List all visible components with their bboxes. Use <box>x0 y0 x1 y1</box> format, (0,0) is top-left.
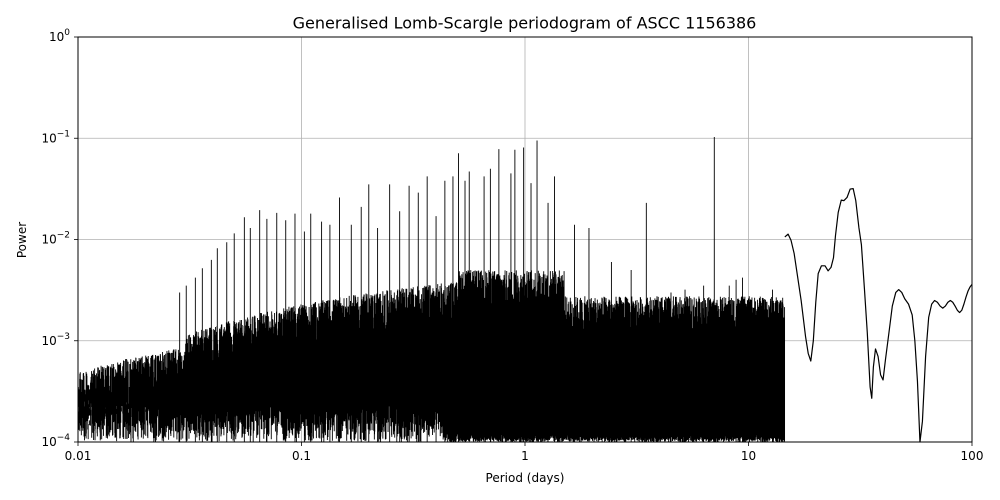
x-tick-label: 10 <box>741 449 756 463</box>
y-tick-label: 10−3 <box>41 332 70 348</box>
chart-title: Generalised Lomb-Scargle periodogram of … <box>293 14 757 33</box>
y-tick-label: 100 <box>49 28 70 44</box>
x-tick-label: 100 <box>961 449 984 463</box>
y-tick-label: 10−2 <box>41 231 70 247</box>
y-axis: 10−4 10−3 10−2 10−1 100 <box>41 28 78 449</box>
x-tick-label: 0.1 <box>292 449 311 463</box>
x-tick-label: 1 <box>521 449 529 463</box>
y-tick-label: 10−1 <box>41 129 70 145</box>
series-line <box>784 188 973 443</box>
y-tick-label: 10−4 <box>41 433 70 449</box>
x-tick-label: 0.01 <box>65 449 92 463</box>
x-axis: 0.01 0.1 1 10 100 <box>65 442 984 463</box>
x-axis-title: Period (days) <box>486 471 565 485</box>
y-axis-title: Power <box>15 222 29 258</box>
